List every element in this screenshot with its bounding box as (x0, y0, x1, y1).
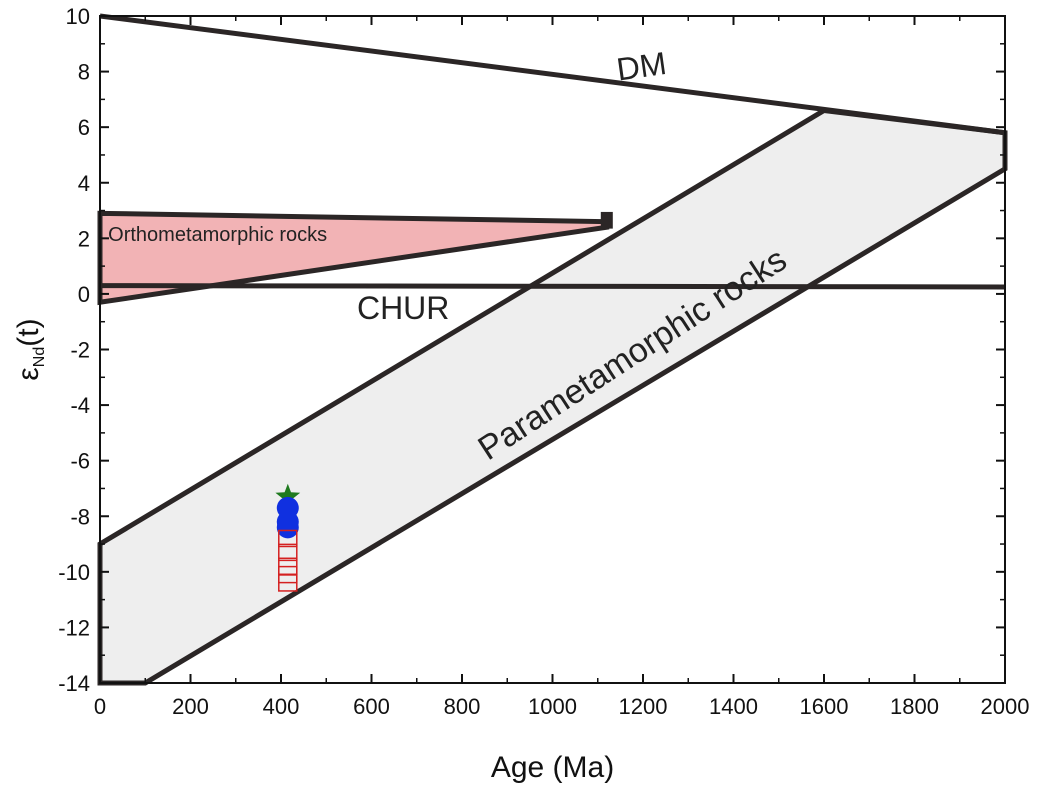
y-tick-label: -2 (70, 338, 90, 363)
x-tick-label: 400 (263, 694, 300, 719)
y-tick-label: -14 (58, 671, 90, 696)
y-tick-label: -8 (70, 504, 90, 529)
reference-line-chur (99, 283, 1006, 290)
annotation-chur: CHUR (357, 290, 449, 326)
y-axis-title: εNd(t) (12, 318, 48, 380)
data-point-open-square-0 (278, 529, 298, 548)
y-tick-label: 4 (78, 171, 90, 196)
y-tick-label: 0 (78, 282, 90, 307)
x-axis-title: Age (Ma) (491, 751, 614, 784)
x-axis-ticks: 0 200 400 600 800 1000 1200 1400 1600 1800 2000 (94, 16, 1030, 719)
x-tick-label: 1400 (709, 694, 758, 719)
y-axis-title-tail: (t) (12, 318, 45, 346)
y-tick-label: 6 (78, 115, 90, 140)
x-tick-label: 1800 (890, 694, 939, 719)
x-tick-label: 1000 (528, 694, 577, 719)
y-axis-title-main: ε (12, 367, 45, 380)
x-tick-label: 1200 (619, 694, 668, 719)
y-tick-label: 2 (78, 226, 90, 251)
x-tick-label: 800 (444, 694, 481, 719)
y-axis-title-sub: Nd (31, 347, 48, 367)
y-tick-label: -12 (58, 615, 90, 640)
x-tick-label: 600 (353, 694, 390, 719)
data-point-open-square-4 (278, 574, 298, 592)
x-tick-label: 1600 (800, 694, 849, 719)
annotation-dm: DM (614, 45, 668, 88)
y-tick-label: -6 (70, 449, 90, 474)
x-tick-label: 200 (172, 694, 209, 719)
points-layer (275, 483, 301, 592)
y-tick-label: 10 (66, 4, 90, 29)
data-point-star-0 (275, 483, 301, 508)
x-tick-label: 2000 (981, 694, 1030, 719)
data-point-circle-2 (276, 516, 299, 539)
x-tick-label: 0 (94, 694, 106, 719)
y-axis-ticks: -14 -12 -10 -8 -6 -4 -2 0 2 4 6 8 10 (58, 4, 1005, 696)
y-tick-label: 8 (78, 60, 90, 85)
lines-layer (99, 13, 1006, 290)
data-point-open-square-1 (278, 543, 298, 562)
reference-line-dm (99, 13, 1006, 136)
y-tick-label: -4 (70, 393, 90, 418)
annotation-orthometamorphic-rocks: Orthometamorphic rocks (108, 224, 327, 246)
y-tick-label: -10 (58, 560, 90, 585)
orthometamorphic-end-cap (600, 211, 613, 229)
